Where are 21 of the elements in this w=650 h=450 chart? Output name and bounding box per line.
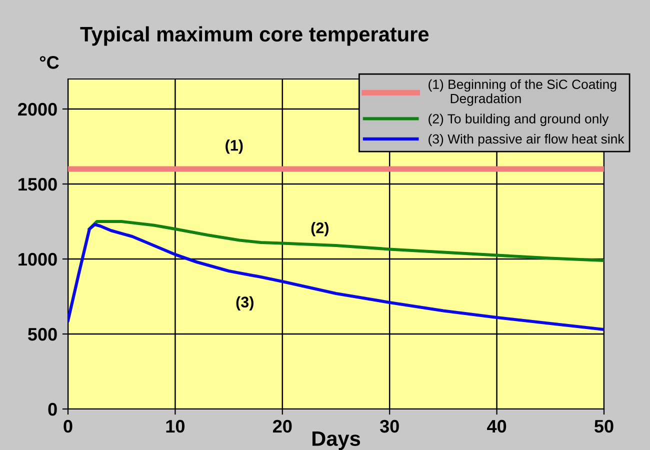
- x-tick-label: 30: [380, 420, 399, 433]
- x-tick-label: 10: [166, 420, 185, 433]
- legend-label: (2) To building and ground only: [428, 114, 609, 126]
- legend-label: (3) With passive air flow heat sink: [428, 134, 624, 146]
- chart-title: Typical maximum core temperature: [80, 26, 429, 46]
- y-tick-label: 2000: [18, 102, 57, 116]
- y-tick-label: 500: [28, 328, 57, 341]
- x-tick-label: 50: [594, 420, 614, 433]
- y-tick-label: 1000: [18, 252, 57, 266]
- y-tick-label: 0: [48, 402, 57, 416]
- line-series: [88, 220, 604, 262]
- y-axis-title: °C: [40, 56, 59, 69]
- annotation: (3): [236, 296, 254, 311]
- x-tick-label: 20: [272, 420, 292, 433]
- annotation: (2): [311, 222, 328, 236]
- x-tick-label: 0: [64, 420, 72, 433]
- annotation: (1): [226, 140, 243, 154]
- x-tick-label: 40: [487, 420, 506, 433]
- legend-label: (1) Beginning of the SiC Coating Degradation: [428, 79, 616, 106]
- x-axis-title: Days: [312, 431, 360, 450]
- y-tick-label: 1500: [18, 178, 57, 191]
